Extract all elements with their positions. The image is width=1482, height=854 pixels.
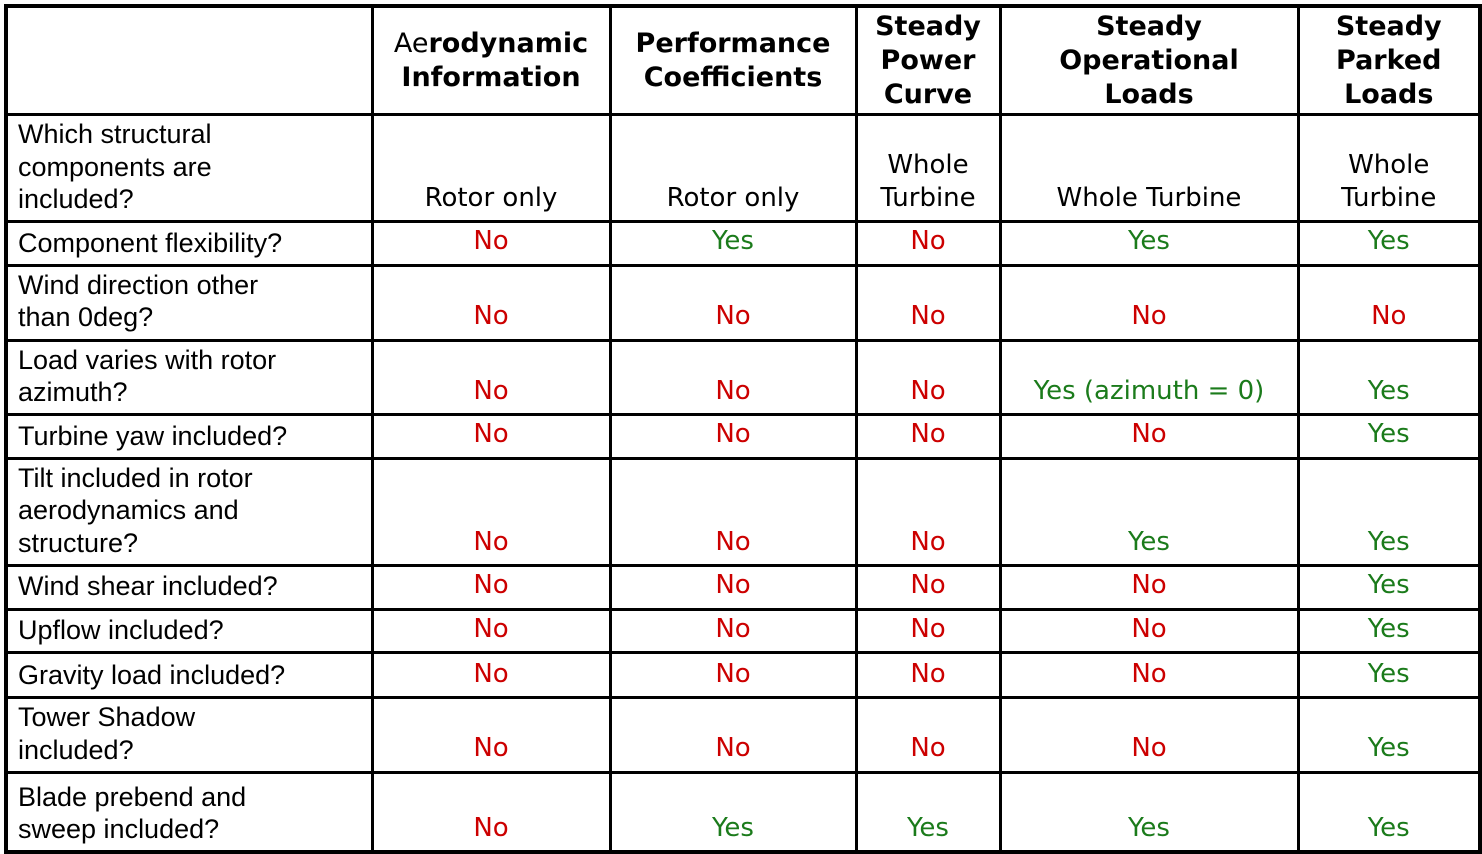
answer-cell: No <box>854 564 1002 611</box>
question-cell: Wind shear included? <box>4 564 374 611</box>
row-structural-components: Which structural components are included… <box>4 113 1482 224</box>
answer-cell: No <box>998 564 1300 611</box>
header-label-part: rodynamic Information <box>401 27 589 93</box>
answer-cell: Yes <box>1296 607 1482 655</box>
question-cell: Turbine yaw included? <box>4 413 374 460</box>
answer-cell: Yes <box>998 456 1300 568</box>
row-wind-shear: Wind shear included? No No No No Yes <box>4 564 1482 611</box>
answer-cell: No <box>608 564 858 611</box>
question-cell: Gravity load included? <box>4 651 374 700</box>
answer-cell: No <box>608 263 858 342</box>
answer-cell: No <box>854 696 1002 774</box>
answer-cell: No <box>998 413 1300 460</box>
question-cell: Which structural components are included… <box>4 113 374 224</box>
corner-cell <box>4 4 374 117</box>
question-cell: Upflow included? <box>4 607 374 655</box>
answer-cell: No <box>1296 263 1482 342</box>
answer-cell: Whole Turbine <box>1296 113 1482 224</box>
answer-cell: No <box>854 456 1002 568</box>
answer-cell: Yes <box>998 770 1300 854</box>
answer-cell: Rotor only <box>370 113 612 224</box>
answer-cell: No <box>370 696 612 774</box>
answer-cell: No <box>370 607 612 655</box>
column-header-steady-power-curve: Steady Power Curve <box>854 4 1002 117</box>
answer-cell: Yes <box>1296 338 1482 417</box>
question-cell: Tower Shadow included? <box>4 696 374 774</box>
answer-cell: Yes <box>998 220 1300 267</box>
question-cell: Tilt included in rotor aerodynamics and … <box>4 456 374 568</box>
answer-cell: No <box>370 456 612 568</box>
row-tilt-included: Tilt included in rotor aerodynamics and … <box>4 456 1482 568</box>
answer-cell: Yes <box>1296 413 1482 460</box>
question-cell: Blade prebend and sweep included? <box>4 770 374 854</box>
column-header-steady-parked-loads: Steady Parked Loads <box>1296 4 1482 117</box>
answer-cell: No <box>854 263 1002 342</box>
answer-cell: No <box>854 607 1002 655</box>
answer-cell: No <box>370 263 612 342</box>
column-header-performance-coefficients: Performance Coefficients <box>608 4 858 117</box>
answer-cell: No <box>998 607 1300 655</box>
header-label-part: Ae <box>393 27 429 59</box>
question-cell: Component flexibility? <box>4 220 374 267</box>
answer-cell: Yes <box>854 770 1002 854</box>
row-component-flexibility: Component flexibility? No Yes No Yes Yes <box>4 220 1482 267</box>
answer-cell: Yes <box>1296 456 1482 568</box>
answer-cell: No <box>854 651 1002 700</box>
answer-cell: Whole Turbine <box>998 113 1300 224</box>
comparison-table: Aerodynamic Information Performance Coef… <box>4 4 1482 854</box>
answer-cell: Yes <box>1296 651 1482 700</box>
answer-cell: No <box>608 696 858 774</box>
answer-cell: Yes (azimuth = 0) <box>998 338 1300 417</box>
answer-cell: Yes <box>1296 696 1482 774</box>
question-cell: Load varies with rotor azimuth? <box>4 338 374 417</box>
row-upflow: Upflow included? No No No No Yes <box>4 607 1482 655</box>
answer-cell: No <box>370 564 612 611</box>
answer-cell: Yes <box>1296 220 1482 267</box>
row-tower-shadow: Tower Shadow included? No No No No Yes <box>4 696 1482 774</box>
column-header-steady-operational-loads: Steady Operational Loads <box>998 4 1300 117</box>
answer-cell: Yes <box>608 770 858 854</box>
column-header-aerodynamic-information: Aerodynamic Information <box>370 4 612 117</box>
answer-cell: No <box>998 651 1300 700</box>
answer-cell: No <box>998 263 1300 342</box>
answer-cell: No <box>854 220 1002 267</box>
answer-cell: Yes <box>1296 564 1482 611</box>
answer-cell: No <box>608 456 858 568</box>
row-turbine-yaw: Turbine yaw included? No No No No Yes <box>4 413 1482 460</box>
answer-cell: No <box>854 338 1002 417</box>
header-row: Aerodynamic Information Performance Coef… <box>4 4 1482 117</box>
answer-cell: No <box>370 651 612 700</box>
answer-cell: Yes <box>608 220 858 267</box>
answer-cell: No <box>370 220 612 267</box>
answer-cell: No <box>370 770 612 854</box>
answer-cell: Whole Turbine <box>854 113 1002 224</box>
answer-cell: No <box>370 413 612 460</box>
answer-cell: No <box>608 338 858 417</box>
row-gravity-load: Gravity load included? No No No No Yes <box>4 651 1482 700</box>
row-blade-prebend: Blade prebend and sweep included? No Yes… <box>4 770 1482 854</box>
row-load-varies-azimuth: Load varies with rotor azimuth? No No No… <box>4 338 1482 417</box>
answer-cell: No <box>370 338 612 417</box>
answer-cell: No <box>608 651 858 700</box>
answer-cell: No <box>998 696 1300 774</box>
answer-cell: Yes <box>1296 770 1482 854</box>
answer-cell: No <box>608 607 858 655</box>
row-wind-direction: Wind direction other than 0deg? No No No… <box>4 263 1482 342</box>
answer-cell: No <box>608 413 858 460</box>
question-cell: Wind direction other than 0deg? <box>4 263 374 342</box>
answer-cell: Rotor only <box>608 113 858 224</box>
answer-cell: No <box>854 413 1002 460</box>
